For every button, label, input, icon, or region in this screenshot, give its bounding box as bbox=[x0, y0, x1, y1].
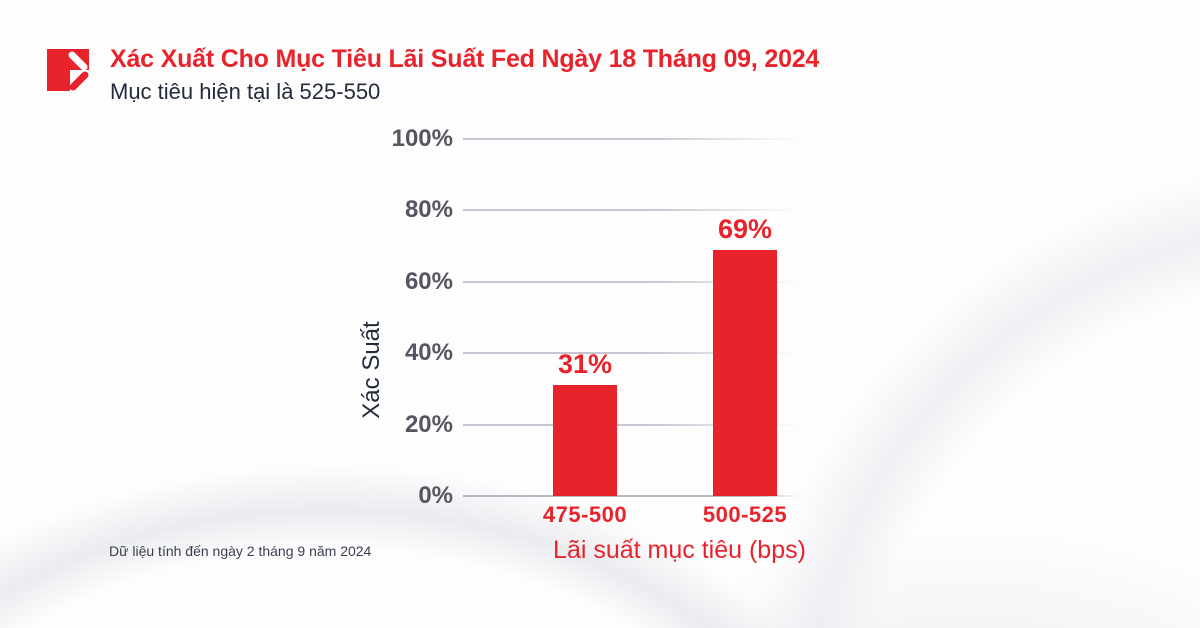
bar-475-500 bbox=[553, 385, 617, 496]
plot-area: 0% 20% 40% 60% 80% 100% 31% 475-500 69% 500-525 bbox=[392, 127, 800, 526]
y-tick-label: 40% bbox=[404, 339, 453, 367]
y-tick-label: 0% bbox=[418, 482, 453, 509]
x-axis-title: Lãi suất mục tiêu (bps) bbox=[553, 536, 806, 564]
x-tick-label: 475-500 bbox=[542, 502, 628, 527]
brand-mark-icon bbox=[47, 49, 89, 91]
gridline-20 bbox=[463, 423, 800, 426]
data-as-of-note: Dữ liệu tính đến ngày 2 tháng 9 năm 2024 bbox=[109, 543, 372, 559]
y-tick-label: 100% bbox=[391, 125, 453, 152]
page-subtitle: Mục tiêu hiện tại là 525-550 bbox=[110, 79, 381, 104]
gridline-0 bbox=[463, 495, 800, 497]
gridline-40 bbox=[463, 352, 800, 355]
y-tick-label: 80% bbox=[404, 196, 453, 224]
gridline-80 bbox=[463, 209, 800, 212]
bar-value-label: 69% bbox=[717, 213, 773, 244]
bar-500-525 bbox=[713, 249, 777, 496]
x-tick-label: 500-525 bbox=[702, 502, 788, 527]
y-tick-label: 20% bbox=[404, 410, 453, 438]
y-tick-label: 60% bbox=[404, 267, 453, 295]
gridline-60 bbox=[463, 280, 800, 283]
gridline-100 bbox=[463, 138, 800, 140]
y-axis-title: Xác Suất bbox=[358, 321, 385, 419]
page-title: Xác Xuất Cho Mục Tiêu Lãi Suất Fed Ngày … bbox=[110, 45, 820, 73]
bar-value-label: 31% bbox=[557, 349, 613, 380]
